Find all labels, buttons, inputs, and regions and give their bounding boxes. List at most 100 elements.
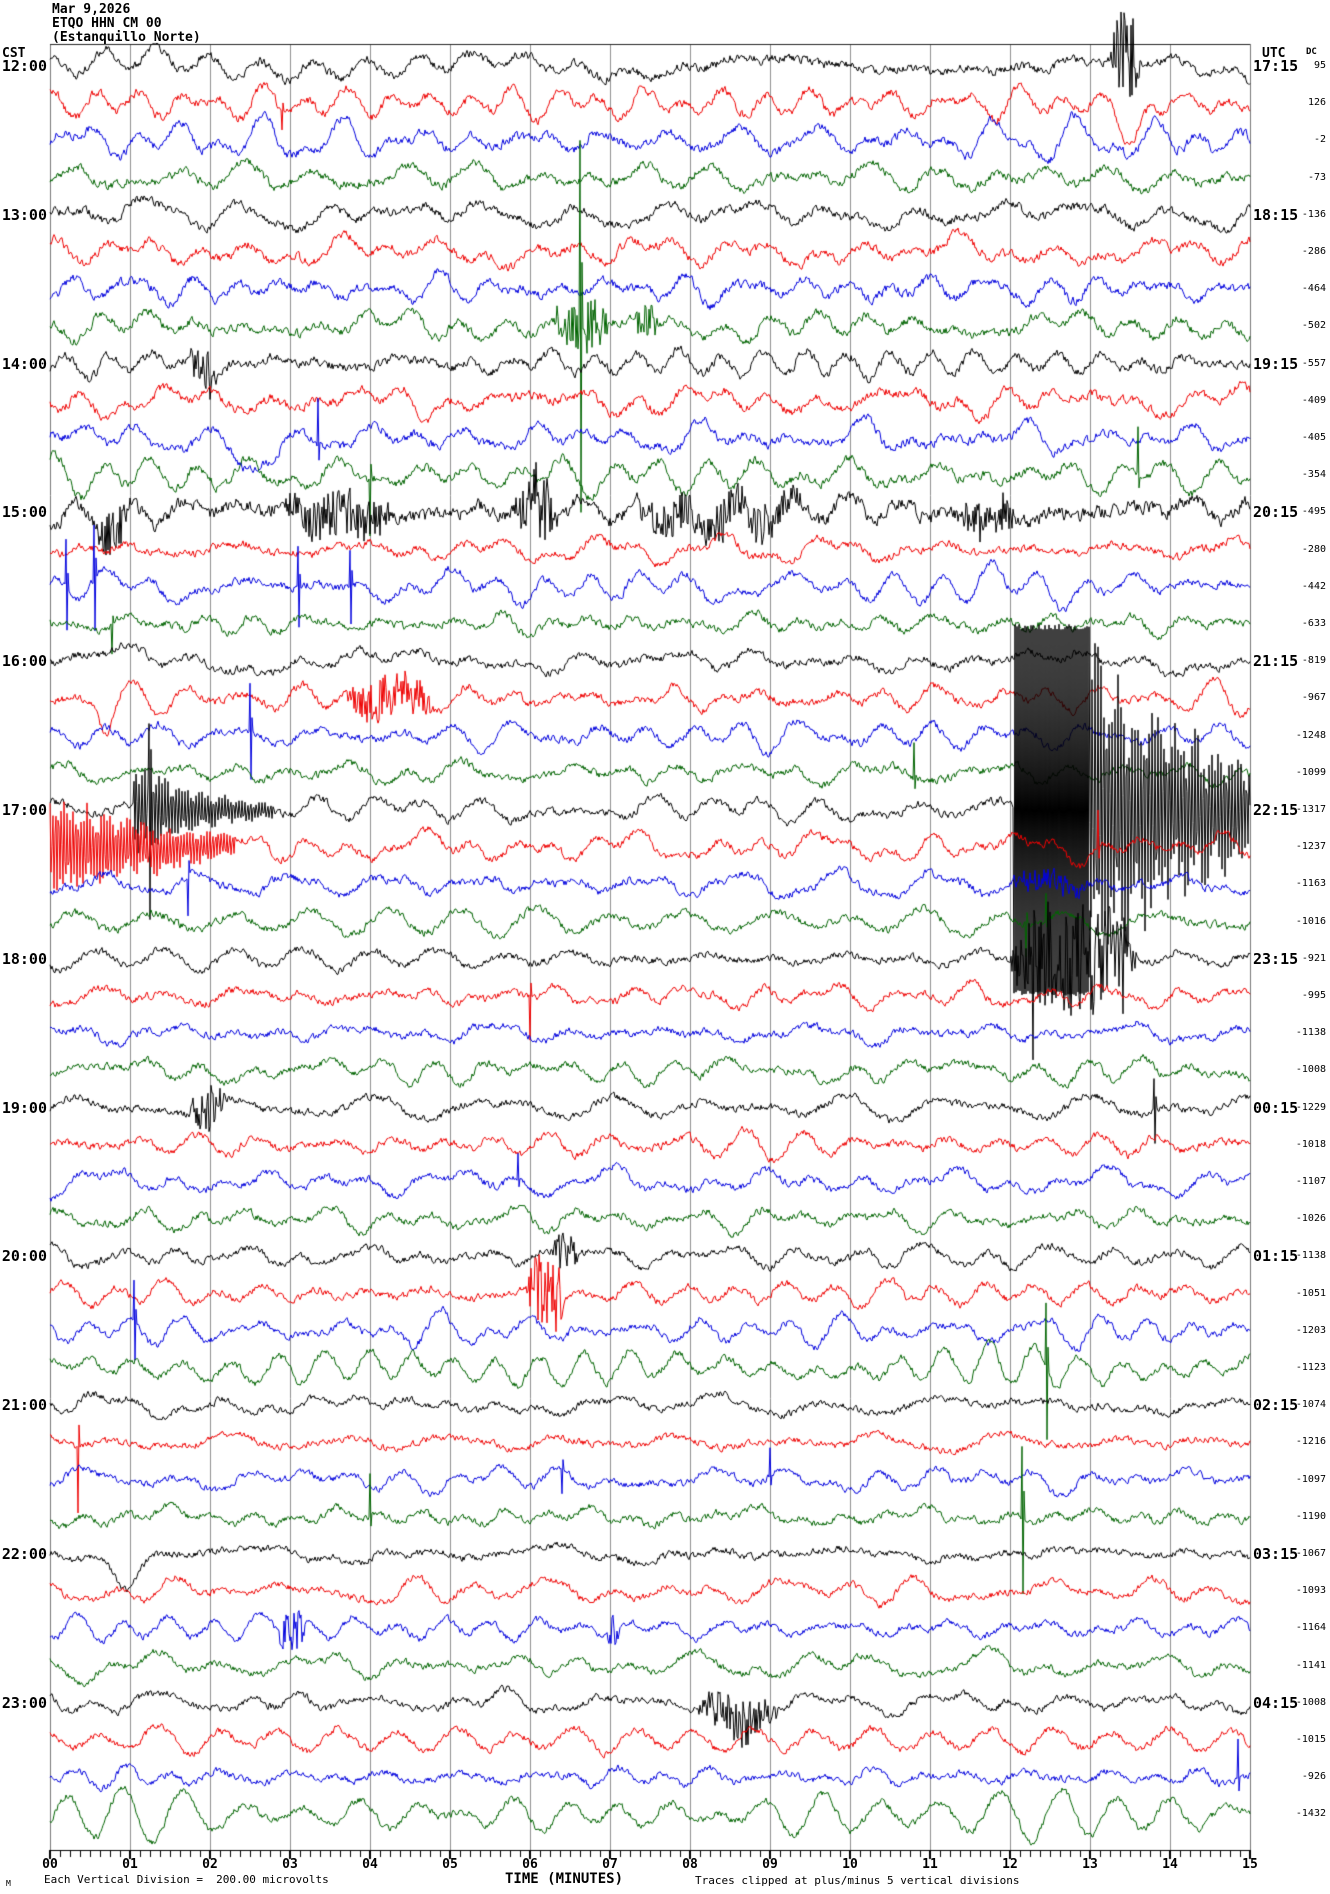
x-tick-label: 11 [922, 1857, 938, 1872]
dc-offset-value: -1141 [1295, 1659, 1326, 1671]
cst-hour-label: 21:00 [1, 1396, 47, 1415]
cst-hour-label: 20:00 [1, 1247, 47, 1266]
x-tick-label: 10 [842, 1857, 858, 1872]
dc-offset-value: 95 [1313, 60, 1326, 71]
dc-offset-value: -1026 [1295, 1213, 1326, 1225]
x-tick-label: 07 [602, 1857, 618, 1872]
dc-offset-value: -1432 [1295, 1808, 1326, 1820]
dc-offset-value: -1138 [1295, 1027, 1326, 1039]
dc-offset-value: -1067 [1295, 1548, 1326, 1559]
dc-offset-value: -1123 [1295, 1362, 1326, 1373]
dc-offset-value: -2 [1313, 134, 1326, 146]
dc-offset-value: -1317 [1295, 804, 1326, 815]
vertical-scale-note: Each Vertical Division = 200.00 microvol… [44, 1873, 329, 1886]
right-timezone-label: UTC [1262, 46, 1286, 61]
dc-offset-value: -405 [1301, 432, 1326, 443]
x-tick-label: 06 [522, 1857, 538, 1872]
dc-offset-value: -1138 [1295, 1250, 1326, 1262]
dc-offset-value: -136 [1301, 208, 1326, 220]
dc-offset-value: -819 [1301, 655, 1326, 667]
x-tick-label: 00 [42, 1857, 58, 1872]
dc-offset-value: -1097 [1295, 1473, 1326, 1485]
x-axis-title: TIME (MINUTES) [505, 1871, 624, 1887]
dc-offset-value: -1237 [1295, 841, 1326, 853]
dc-offset-value: -464 [1301, 283, 1326, 295]
utc-hour-label: 20:15 [1253, 503, 1299, 522]
dc-offset-value: -1015 [1295, 1734, 1326, 1745]
dc-offset-value: -926 [1301, 1771, 1326, 1783]
cst-hour-label: 23:00 [1, 1693, 47, 1712]
x-tick-label: 14 [1162, 1857, 1178, 1872]
header-station-code: ETQO HHN CM 00 [52, 16, 162, 31]
dc-offset-value: -1203 [1295, 1324, 1326, 1336]
utc-hour-label: 21:15 [1253, 652, 1299, 671]
x-tick-label: 13 [1082, 1857, 1098, 1872]
cst-hour-label: 17:00 [1, 801, 47, 819]
cst-hour-label: 22:00 [1, 1545, 47, 1563]
dc-offset-value: -633 [1301, 618, 1326, 629]
left-timezone-label: CST [2, 46, 26, 61]
dc-offset-value: -409 [1301, 394, 1326, 406]
dc-offset-value: -502 [1301, 320, 1326, 332]
dc-offset-value: -921 [1301, 952, 1326, 964]
dc-offset-value: -1190 [1295, 1510, 1326, 1522]
dc-offset-value: -1216 [1295, 1436, 1326, 1448]
header-station-name: (Estanquillo Norte) [52, 30, 201, 45]
x-tick-label: 08 [682, 1857, 698, 1872]
cst-hour-label: 14:00 [1, 354, 47, 373]
dc-offset-value: -1248 [1295, 729, 1326, 741]
dc-offset-value: -1051 [1295, 1287, 1326, 1299]
dc-offset-value: -995 [1301, 990, 1326, 1001]
dc-offset-value: -1163 [1295, 878, 1326, 890]
utc-hour-label: 18:15 [1253, 205, 1299, 224]
x-tick-label: 09 [762, 1857, 778, 1872]
cst-hour-label: 15:00 [1, 503, 47, 522]
cst-hour-label: 19:00 [1, 1098, 47, 1117]
utc-hour-label: 01:15 [1253, 1247, 1299, 1266]
clip-note: Traces clipped at plus/minus 5 vertical … [695, 1874, 1020, 1887]
dc-offset-value: -280 [1301, 543, 1326, 555]
dc-offset-value: 126 [1307, 97, 1326, 109]
dc-offset-value: -1074 [1295, 1399, 1326, 1411]
utc-hour-label: 04:15 [1253, 1693, 1299, 1712]
dc-offset-value: -1229 [1295, 1101, 1326, 1113]
x-tick-label: 02 [202, 1857, 218, 1872]
utc-hour-label: 00:15 [1253, 1098, 1299, 1117]
utc-hour-label: 17:15 [1253, 57, 1299, 75]
dc-offset-value: -1018 [1295, 1138, 1326, 1150]
dc-offset-value: -495 [1301, 506, 1326, 518]
dc-offset-value: -73 [1307, 171, 1326, 183]
cst-hour-label: 18:00 [1, 949, 47, 968]
dc-offset-value: -1099 [1295, 766, 1326, 778]
dc-offset-value: -1016 [1295, 915, 1326, 927]
x-tick-label: 15 [1242, 1857, 1258, 1872]
cst-hour-label: 16:00 [1, 652, 47, 671]
utc-hour-label: 22:15 [1253, 801, 1299, 819]
utc-hour-label: 19:15 [1253, 354, 1299, 373]
utc-hour-label: 23:15 [1253, 949, 1299, 968]
dc-offset-value: -1107 [1295, 1176, 1326, 1187]
x-tick-label: 04 [362, 1857, 378, 1872]
dc-offset-value: -1008 [1295, 1696, 1326, 1708]
header-date: Mar 9,2026 [52, 2, 131, 17]
cst-hour-label: 12:00 [1, 57, 47, 75]
x-tick-label: 01 [122, 1857, 138, 1872]
dc-offset-value: -1164 [1295, 1622, 1326, 1634]
dc-offset-value: -286 [1301, 246, 1326, 257]
dc-offset-value: -1093 [1295, 1585, 1326, 1597]
dc-offset-value: -967 [1301, 692, 1326, 704]
dc-offset-value: -1008 [1295, 1064, 1326, 1076]
cst-hour-label: 13:00 [1, 205, 47, 224]
dc-offset-value: -442 [1301, 580, 1326, 592]
x-tick-label: 03 [282, 1857, 298, 1872]
utc-hour-label: 02:15 [1253, 1396, 1299, 1415]
dc-column-label: DC [1306, 47, 1317, 57]
footer-corner-mark: M [6, 1879, 11, 1888]
x-tick-label: 12 [1002, 1857, 1018, 1872]
dc-offset-value: -354 [1301, 469, 1326, 481]
x-tick-label: 05 [442, 1857, 458, 1872]
utc-hour-label: 03:15 [1253, 1545, 1299, 1563]
dc-offset-value: -557 [1301, 357, 1326, 369]
